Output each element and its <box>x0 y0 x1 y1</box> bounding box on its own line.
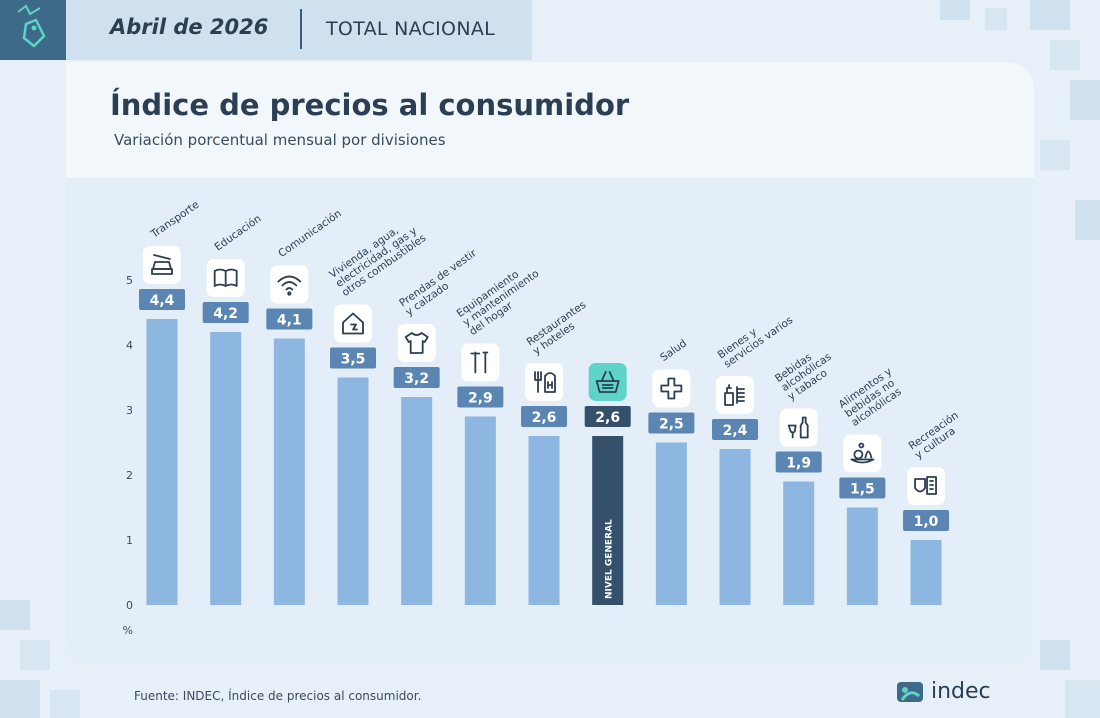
bar <box>210 332 242 605</box>
value-label: 2,5 <box>659 417 684 433</box>
bar <box>783 481 815 605</box>
y-axis-unit: % <box>123 624 133 637</box>
bottle-icon <box>779 408 818 447</box>
bar-group: 2,6 NIVEL GENERAL <box>584 363 631 605</box>
bar-group: 4,4 Transporte <box>139 199 201 605</box>
header-divider <box>300 9 302 49</box>
bar <box>273 338 305 605</box>
bar-group: 2,5 Salud <box>648 337 695 605</box>
value-label-badge <box>266 308 313 330</box>
header-bar: Abril de 2026 TOTAL NACIONAL <box>66 0 532 60</box>
category-label: Bienes yservicios varios <box>716 305 796 370</box>
value-label-badge <box>139 289 185 310</box>
category-label-nivel-general: NIVEL GENERAL <box>605 519 615 599</box>
header-tag-badge <box>0 0 66 60</box>
bar <box>401 397 433 605</box>
category-label: Bebidasalcohólicasy tabaco <box>773 342 840 403</box>
value-label-badge <box>457 386 504 408</box>
price-tag-icon <box>17 4 46 48</box>
category-label: Recreacióny cultura <box>907 409 968 461</box>
value-label: 3,2 <box>404 371 429 387</box>
indec-logo-text: indec <box>931 678 991 704</box>
wifi-icon <box>270 265 309 304</box>
bar <box>337 377 369 605</box>
y-tick-label: 5 <box>126 274 133 287</box>
bar-group: 1,9 Bebidasalcohólicasy tabaco <box>773 342 840 605</box>
bar-group: 2,6 Restaurantesy hoteles <box>521 299 595 605</box>
value-label: 3,5 <box>341 352 366 368</box>
category-label: Vivienda, agua,electricidad, gas yotros … <box>327 214 428 299</box>
value-label: 2,9 <box>468 391 493 407</box>
category-label: Restaurantesy hoteles <box>525 299 595 358</box>
bar <box>719 449 751 605</box>
food-icon <box>843 434 882 473</box>
y-tick-label: 3 <box>126 404 133 417</box>
value-label: 2,4 <box>723 423 748 439</box>
source-note: Fuente: INDEC, Índice de precios al cons… <box>134 689 422 703</box>
car-wrench-icon <box>143 246 181 284</box>
bar <box>464 416 496 605</box>
value-label-badge <box>330 347 377 369</box>
chart-title: Índice de precios al consumidor <box>110 88 630 122</box>
value-label-badge <box>712 419 759 440</box>
bar-nivel-general <box>592 436 624 605</box>
bar <box>146 319 178 605</box>
bar <box>528 436 560 605</box>
value-label-badge <box>521 406 568 427</box>
category-label: Alimentos ybebidas noalcohólicas <box>837 366 907 429</box>
indec-logo-icon <box>897 682 923 702</box>
indec-logo: indec <box>897 676 991 706</box>
restaurant-hotel-icon <box>525 363 564 401</box>
value-label-badge <box>584 406 631 427</box>
value-label-badge <box>775 451 822 473</box>
value-label: 4,2 <box>213 306 238 322</box>
y-tick-label: 0 <box>126 599 133 612</box>
value-label-badge <box>839 477 886 499</box>
bar-group: 1,0 Recreacióny cultura <box>903 409 968 605</box>
y-tick-label: 2 <box>126 469 133 482</box>
toiletries-icon <box>716 376 755 414</box>
category-label: Comunicación <box>276 208 344 260</box>
book-icon <box>206 259 245 297</box>
bar <box>910 540 942 605</box>
y-tick-label: 1 <box>126 534 133 547</box>
bar-group: 1,5 Alimentos ybebidas noalcohólicas <box>837 366 907 605</box>
basket-icon <box>588 363 627 401</box>
value-label: 1,0 <box>914 514 939 530</box>
bar-group: 4,2 Educación <box>202 213 264 605</box>
bar <box>846 507 878 605</box>
value-label: 4,4 <box>150 293 175 309</box>
value-label: 2,6 <box>532 410 557 426</box>
category-label: Transporte <box>148 199 201 241</box>
chart-subtitle: Variación porcentual mensual por divisio… <box>114 131 446 149</box>
category-label: Equipamientoy mantenimientodel hogar <box>455 259 548 338</box>
tshirt-icon <box>397 324 436 362</box>
value-label-badge <box>903 510 950 531</box>
category-label: Educación <box>213 213 264 254</box>
value-label-badge <box>648 412 695 434</box>
theater-masks-icon <box>907 467 946 505</box>
value-label-badge <box>393 367 440 388</box>
value-label: 2,6 <box>595 410 620 426</box>
tools-icon <box>461 343 500 382</box>
value-label: 4,1 <box>277 313 302 329</box>
value-label: 1,5 <box>850 482 875 498</box>
report-date: Abril de 2026 <box>110 15 269 39</box>
bar <box>655 442 687 605</box>
y-tick-label: 4 <box>126 339 133 352</box>
category-label: Salud <box>658 337 689 364</box>
report-scope: TOTAL NACIONAL <box>326 18 496 40</box>
value-label: 1,9 <box>786 456 811 472</box>
health-cross-icon <box>652 369 691 408</box>
house-utilities-icon <box>334 304 373 343</box>
value-label-badge <box>202 302 249 323</box>
